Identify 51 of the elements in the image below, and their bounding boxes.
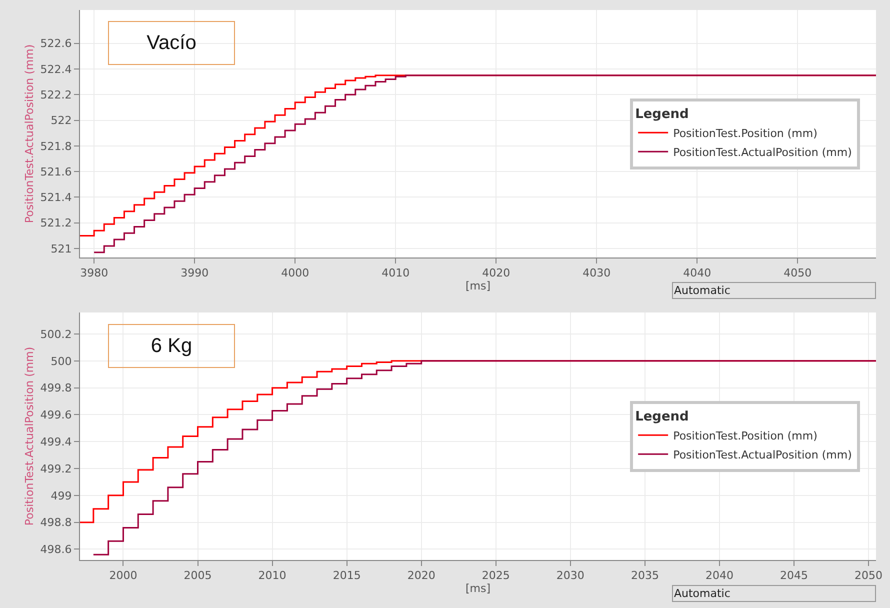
x-axis-title: [ms] — [465, 280, 491, 293]
y-tick-label: 522.2 — [40, 88, 72, 102]
legend-title: Legend — [635, 107, 689, 122]
x-tick-label: 2030 — [556, 569, 584, 582]
x-tick-label: 2025 — [482, 569, 510, 582]
x-tick-label: 2035 — [630, 569, 659, 582]
x-tick-label: 3990 — [180, 266, 209, 280]
y-tick-label: 522.6 — [40, 37, 72, 50]
x-tick-label: 2015 — [332, 569, 361, 582]
x-tick-label: 4020 — [482, 266, 510, 280]
x-axis-title: [ms] — [465, 582, 491, 596]
y-tick-label: 521.8 — [40, 140, 72, 153]
y-tick-label: 522 — [50, 114, 72, 128]
y-tick-label: 499.4 — [40, 435, 72, 448]
y-tick-label: 500 — [50, 354, 72, 368]
text: Automatic — [674, 587, 730, 600]
y-tick-label: 522.4 — [40, 62, 72, 76]
x-tick-label: 2005 — [184, 569, 212, 582]
text: Automatic — [674, 284, 730, 297]
y-axis-title: PositionTest.ActualPosition (mm) — [22, 44, 36, 224]
text: 6 Kg — [150, 335, 192, 357]
x-tick-label: 2010 — [258, 569, 286, 582]
y-tick-label: 521.6 — [40, 165, 72, 178]
x-tick-label: 2045 — [780, 569, 808, 582]
legend-title: Legend — [635, 410, 689, 425]
x-tick-label: 3980 — [80, 266, 108, 280]
y-tick-label: 498.8 — [40, 516, 72, 530]
legend-label: PositionTest.ActualPosition (mm) — [673, 448, 852, 462]
y-tick-label: 499.2 — [40, 462, 72, 476]
y-tick-label: 521.4 — [40, 191, 72, 204]
y-tick-label: 498.6 — [40, 543, 72, 556]
x-tick-label: 2050 — [854, 569, 883, 582]
x-tick-label: 2000 — [109, 569, 138, 582]
x-tick-label: 4040 — [683, 266, 712, 280]
x-tick-label: 4030 — [582, 266, 611, 280]
y-tick-label: 500.2 — [40, 328, 72, 341]
x-tick-label: 4050 — [784, 266, 812, 280]
x-tick-label: 4000 — [281, 266, 310, 280]
x-tick-label: 2040 — [705, 569, 734, 582]
legend-label: PositionTest.ActualPosition (mm) — [673, 146, 852, 159]
text: Vacío — [146, 32, 196, 54]
y-tick-label: 499.6 — [40, 408, 72, 422]
y-tick-label: 499 — [50, 489, 72, 502]
y-tick-label: 521 — [50, 242, 72, 256]
legend-label: PositionTest.Position (mm) — [673, 126, 818, 140]
x-tick-label: 2020 — [407, 569, 436, 582]
legend-label: PositionTest.Position (mm) — [673, 429, 818, 442]
x-tick-label: 4010 — [382, 266, 410, 280]
y-tick-label: 521.2 — [40, 216, 72, 230]
y-axis-title: PositionTest.ActualPosition (mm) — [22, 346, 36, 526]
y-tick-label: 499.8 — [40, 382, 72, 395]
